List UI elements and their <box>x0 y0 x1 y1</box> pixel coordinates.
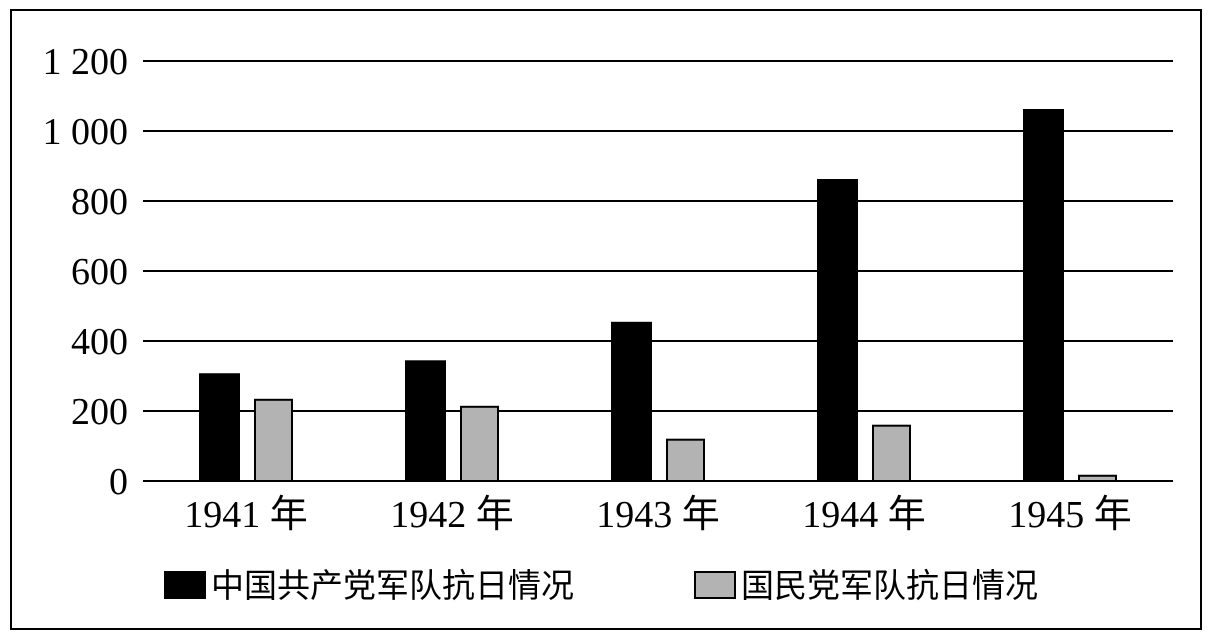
gridlines <box>143 60 1173 482</box>
y-tick-label: 400 <box>71 321 128 363</box>
bar-cpc <box>1023 109 1064 482</box>
x-axis-ticks: 1941 年 1942 年 1943 年 1944 年 1945 年 <box>184 494 1132 536</box>
legend: 中国共产党军队抗日情况 国民党军队抗日情况 <box>164 566 1038 605</box>
x-tick-label: 1942 年 <box>390 494 514 536</box>
x-tick-label: 1945 年 <box>1008 494 1132 536</box>
chart-frame <box>10 9 1202 630</box>
legend-swatch-kmt <box>694 571 736 599</box>
bar-cpc <box>817 179 858 482</box>
bar-cpc <box>199 373 240 482</box>
x-tick-label: 1941 年 <box>184 494 308 536</box>
bar-kmt <box>460 405 499 482</box>
legend-label-kmt: 国民党军队抗日情况 <box>741 566 1038 605</box>
bar-kmt <box>666 438 705 483</box>
y-axis-ticks: 0 200 400 600 800 1 000 1 200 <box>43 41 129 503</box>
legend-swatch-cpc <box>164 571 206 599</box>
bars <box>199 109 1117 483</box>
bar-kmt <box>872 424 911 483</box>
y-tick-label: 200 <box>71 391 128 433</box>
bar-cpc <box>405 360 446 482</box>
x-tick-label: 1943 年 <box>596 494 720 536</box>
y-tick-label: 600 <box>71 251 128 293</box>
y-tick-label: 1 000 <box>43 111 129 153</box>
x-tick-label: 1944 年 <box>802 494 926 536</box>
y-tick-label: 1 200 <box>43 41 129 83</box>
bar-kmt <box>254 398 293 482</box>
y-tick-label: 800 <box>71 181 128 223</box>
legend-label-cpc: 中国共产党军队抗日情况 <box>211 566 574 605</box>
bar-cpc <box>611 321 652 482</box>
y-tick-label: 0 <box>109 461 128 503</box>
bar-kmt <box>1078 474 1117 482</box>
